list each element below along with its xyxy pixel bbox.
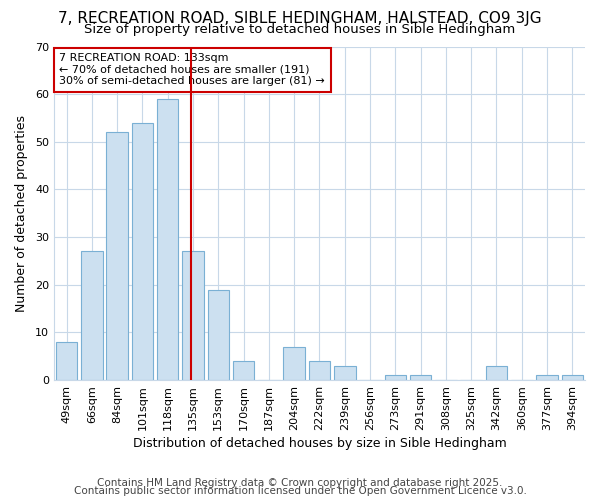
Bar	[283, 346, 305, 380]
Bar	[309, 361, 330, 380]
Bar	[486, 366, 507, 380]
Bar	[334, 366, 356, 380]
Text: Contains public sector information licensed under the Open Government Licence v3: Contains public sector information licen…	[74, 486, 526, 496]
Bar	[157, 99, 178, 380]
Bar	[56, 342, 77, 380]
Y-axis label: Number of detached properties: Number of detached properties	[15, 115, 28, 312]
Bar	[233, 361, 254, 380]
Bar	[208, 290, 229, 380]
Text: Contains HM Land Registry data © Crown copyright and database right 2025.: Contains HM Land Registry data © Crown c…	[97, 478, 503, 488]
Text: Size of property relative to detached houses in Sible Hedingham: Size of property relative to detached ho…	[85, 22, 515, 36]
Bar	[562, 376, 583, 380]
Bar	[106, 132, 128, 380]
Bar	[182, 252, 204, 380]
Bar	[385, 376, 406, 380]
Bar	[131, 122, 153, 380]
Bar	[81, 252, 103, 380]
Text: 7, RECREATION ROAD, SIBLE HEDINGHAM, HALSTEAD, CO9 3JG: 7, RECREATION ROAD, SIBLE HEDINGHAM, HAL…	[58, 11, 542, 26]
Bar	[410, 376, 431, 380]
X-axis label: Distribution of detached houses by size in Sible Hedingham: Distribution of detached houses by size …	[133, 437, 506, 450]
Text: 7 RECREATION ROAD: 133sqm
← 70% of detached houses are smaller (191)
30% of semi: 7 RECREATION ROAD: 133sqm ← 70% of detac…	[59, 53, 325, 86]
Bar	[536, 376, 558, 380]
